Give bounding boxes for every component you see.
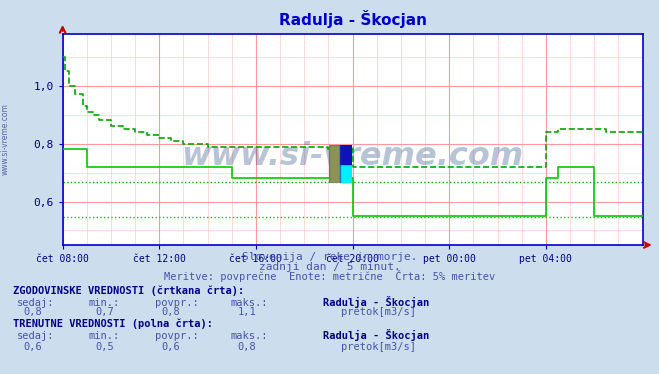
Text: ZGODOVINSKE VREDNOSTI (črtkana črta):: ZGODOVINSKE VREDNOSTI (črtkana črta): xyxy=(13,285,244,295)
Polygon shape xyxy=(329,145,341,183)
Text: 0,6: 0,6 xyxy=(161,343,180,352)
Bar xyxy=(341,145,352,164)
Text: 1,1: 1,1 xyxy=(237,307,256,317)
Text: povpr.:: povpr.: xyxy=(155,331,198,341)
Bar xyxy=(329,145,341,183)
Text: sedaj:: sedaj: xyxy=(16,298,54,307)
Text: pretok[m3/s]: pretok[m3/s] xyxy=(341,343,416,352)
Text: sedaj:: sedaj: xyxy=(16,331,54,341)
Text: 0,8: 0,8 xyxy=(237,343,256,352)
Text: TRENUTNE VREDNOSTI (polna črta):: TRENUTNE VREDNOSTI (polna črta): xyxy=(13,319,213,329)
Text: Meritve: povprečne  Enote: metrične  Črta: 5% meritev: Meritve: povprečne Enote: metrične Črta:… xyxy=(164,270,495,282)
Text: www.si-vreme.com: www.si-vreme.com xyxy=(1,103,10,175)
Text: Radulja - Škocjan: Radulja - Škocjan xyxy=(323,329,429,341)
Bar xyxy=(341,164,352,183)
Text: maks.:: maks.: xyxy=(231,298,268,307)
Text: 0,7: 0,7 xyxy=(96,307,114,317)
Text: Radulja - Škocjan: Radulja - Škocjan xyxy=(323,295,429,307)
Text: maks.:: maks.: xyxy=(231,331,268,341)
Text: 0,8: 0,8 xyxy=(161,307,180,317)
Text: pretok[m3/s]: pretok[m3/s] xyxy=(341,307,416,317)
Text: zadnji dan / 5 minut.: zadnji dan / 5 minut. xyxy=(258,262,401,272)
Text: min.:: min.: xyxy=(89,298,120,307)
Text: 0,8: 0,8 xyxy=(23,307,42,317)
Text: Slovenija / reke in morje.: Slovenija / reke in morje. xyxy=(242,252,417,262)
Text: povpr.:: povpr.: xyxy=(155,298,198,307)
Text: 0,5: 0,5 xyxy=(96,343,114,352)
Text: 0,6: 0,6 xyxy=(23,343,42,352)
Text: www.si-vreme.com: www.si-vreme.com xyxy=(181,141,524,172)
Title: Radulja - Škocjan: Radulja - Škocjan xyxy=(279,10,426,28)
Text: min.:: min.: xyxy=(89,331,120,341)
